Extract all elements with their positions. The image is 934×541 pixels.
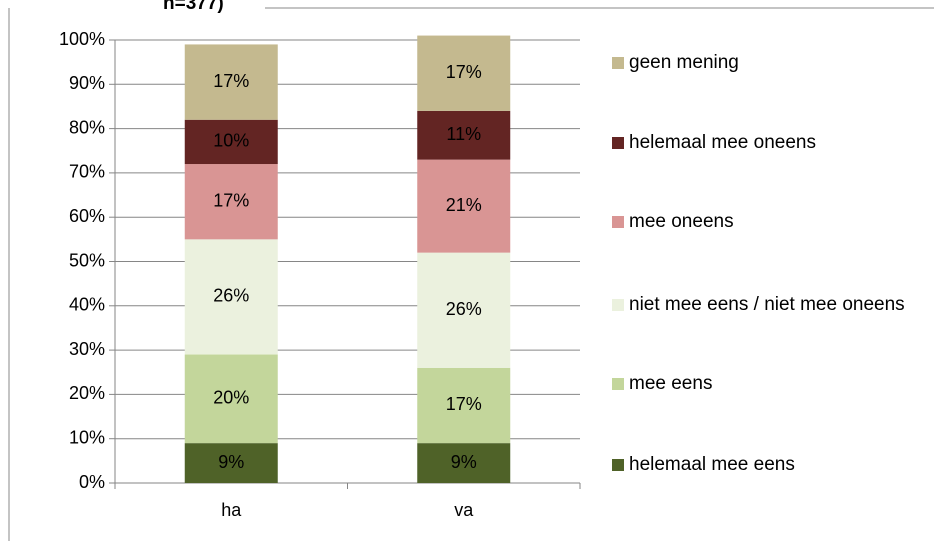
bar-segment <box>184 119 278 165</box>
bar-segment <box>417 159 511 253</box>
y-tick-label: 40% <box>69 295 105 315</box>
y-tick-label: 10% <box>69 427 105 447</box>
legend-swatch <box>612 216 624 228</box>
data-label: 17% <box>213 190 249 210</box>
y-tick-label: 90% <box>69 73 105 93</box>
data-label: 9% <box>451 452 477 472</box>
y-tick-label: 70% <box>69 162 105 182</box>
y-tick-label: 0% <box>79 472 105 492</box>
legend-item: mee eens <box>612 371 912 397</box>
data-label: 9% <box>218 452 244 472</box>
data-label: 26% <box>446 299 482 319</box>
legend-item: helemaal mee oneens <box>612 130 912 156</box>
y-tick-label: 50% <box>69 250 105 270</box>
data-label: 20% <box>213 388 249 408</box>
x-tick-label: va <box>454 500 474 520</box>
bar-segment <box>184 443 278 483</box>
data-label: 21% <box>446 195 482 215</box>
bar-segment <box>417 367 511 444</box>
legend-label: mee eens <box>629 373 713 394</box>
data-label: 17% <box>446 62 482 82</box>
legend-label: helemaal mee oneens <box>629 132 816 153</box>
bar-segment <box>184 239 278 355</box>
chart-title: n=377) <box>163 0 224 14</box>
bar-segment <box>184 164 278 240</box>
y-tick-label: 20% <box>69 383 105 403</box>
data-label: 11% <box>446 124 481 144</box>
x-tick-label: ha <box>221 500 242 520</box>
y-tick-label: 60% <box>69 206 105 226</box>
bar-segment <box>417 443 511 483</box>
data-label: 10% <box>213 131 249 151</box>
legend-item: niet mee eens / niet mee oneens <box>612 292 912 318</box>
bar-segment <box>184 44 278 120</box>
legend-swatch <box>612 137 624 149</box>
legend-swatch <box>612 378 624 390</box>
bar-segment <box>184 354 278 444</box>
bar-segment <box>417 35 511 111</box>
legend-label: helemaal mee eens <box>629 454 795 475</box>
legend-swatch <box>612 459 624 471</box>
bar-segment <box>417 252 511 368</box>
bar-segment <box>417 110 511 160</box>
legend-item: geen mening <box>612 50 912 76</box>
data-label: 17% <box>446 394 482 414</box>
legend-item: helemaal mee eens <box>612 452 912 478</box>
legend-label: niet mee eens / niet mee oneens <box>629 294 905 315</box>
legend-swatch <box>612 57 624 69</box>
y-tick-label: 30% <box>69 339 105 359</box>
y-tick-label: 100% <box>59 29 105 49</box>
legend-item: mee oneens <box>612 209 912 235</box>
data-label: 26% <box>213 286 249 306</box>
legend-label: geen mening <box>629 52 739 73</box>
legend-label: mee oneens <box>629 211 734 232</box>
legend-swatch <box>612 299 624 311</box>
data-label: 17% <box>213 71 249 91</box>
y-tick-label: 80% <box>69 117 105 137</box>
